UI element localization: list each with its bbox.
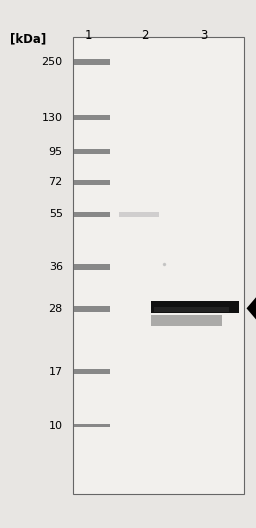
Bar	[74, 264, 110, 270]
Bar	[74, 423, 110, 428]
Bar	[74, 149, 110, 154]
Bar	[74, 306, 110, 312]
Text: 130: 130	[42, 113, 63, 122]
Text: 17: 17	[49, 367, 63, 376]
Text: 72: 72	[48, 177, 63, 187]
Bar	[119, 212, 159, 217]
Text: 3: 3	[200, 29, 207, 42]
Bar	[74, 212, 110, 216]
Bar	[74, 180, 110, 184]
Text: 2: 2	[141, 29, 148, 42]
Bar	[74, 59, 110, 65]
Bar	[154, 307, 229, 312]
Text: 28: 28	[48, 304, 63, 314]
Bar	[74, 115, 110, 120]
Bar	[73, 37, 244, 494]
Text: 250: 250	[41, 58, 63, 67]
Polygon shape	[247, 295, 256, 322]
Text: 55: 55	[49, 210, 63, 219]
Text: 10: 10	[49, 421, 63, 430]
Bar	[74, 370, 110, 374]
Bar	[151, 315, 222, 326]
Text: 36: 36	[49, 262, 63, 272]
Text: 1: 1	[84, 29, 92, 42]
Text: 95: 95	[49, 147, 63, 156]
Text: [kDa]: [kDa]	[10, 33, 47, 46]
Bar	[151, 301, 239, 313]
